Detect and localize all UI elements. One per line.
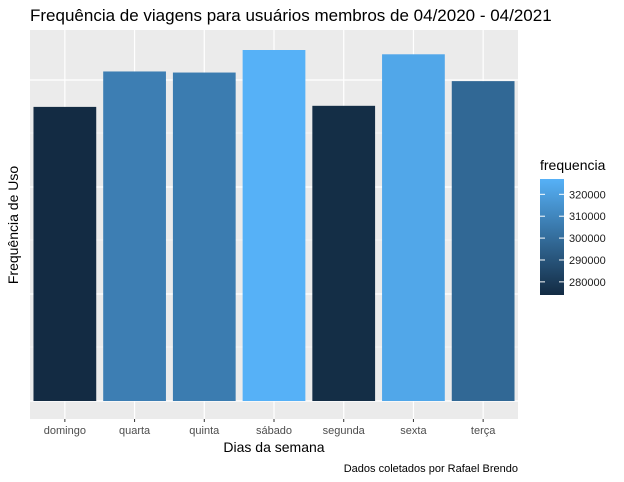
x-axis-ticks: domingo quarta quinta sábado segunda sexta ter… [44,419,496,437]
legend-label: 320000 [569,189,606,201]
bar-quinta [172,72,236,401]
legend-label: 290000 [569,255,606,267]
bar-quarta [103,71,166,401]
legend: frequencia 320000 310000 300000 290000 28000… [540,157,606,295]
legend-label: 300000 [569,233,606,245]
legend-label: 280000 [569,277,606,289]
bar-sábado [242,50,306,401]
legend-title: frequencia [540,157,606,173]
legend-label: 310000 [569,211,606,223]
bar-terça [451,81,515,401]
bar-segunda [312,105,376,401]
x-tick-label: domingo [44,425,86,437]
bars [33,50,515,402]
y-axis-title: Frequência de Uso [5,166,21,285]
bar-sexta [382,54,445,401]
x-tick-label: sábado [256,425,292,437]
legend-ticks: 320000 310000 300000 290000 280000 [540,189,606,289]
caption: Dados coletados por Rafael Brendo [344,463,518,475]
x-axis-title: Dias da semana [223,439,324,455]
x-tick-label: quinta [189,425,220,437]
chart-title: Frequência de viagens para usuários memb… [30,6,552,25]
x-tick-label: sexta [400,425,427,437]
x-tick-label: terça [471,425,496,437]
x-tick-label: quarta [119,425,151,437]
legend-colorbar [540,179,564,295]
x-tick-label: segunda [323,425,366,437]
bar-domingo [33,106,97,402]
